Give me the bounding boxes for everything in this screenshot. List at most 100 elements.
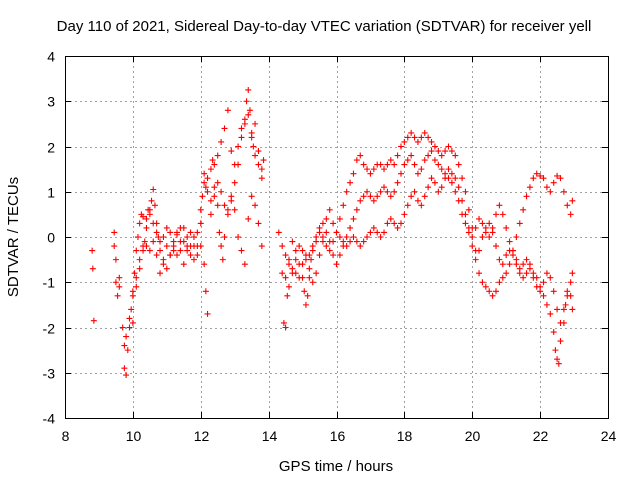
data-point [516, 220, 523, 227]
data-point [330, 220, 337, 227]
chart-title: Day 110 of 2021, Sidereal Day-to-day VTE… [57, 18, 592, 35]
data-point [308, 256, 315, 263]
data-point [163, 243, 170, 250]
data-point [211, 184, 218, 191]
data-point [151, 202, 158, 209]
data-point [411, 188, 418, 195]
data-point [425, 184, 432, 191]
data-point [428, 175, 435, 182]
data-point [285, 283, 292, 290]
data-point [323, 243, 330, 250]
data-point [197, 220, 204, 227]
data-point [476, 215, 483, 222]
data-point [343, 234, 350, 240]
data-point [243, 98, 250, 105]
data-point [408, 193, 415, 200]
data-point [357, 243, 364, 250]
data-point [391, 220, 398, 227]
data-point [377, 161, 384, 168]
x-axis-label: GPS time / hours [279, 458, 393, 475]
data-point [133, 283, 140, 290]
data-point [374, 229, 381, 236]
data-point [126, 324, 133, 331]
data-point [292, 247, 299, 254]
data-point [397, 220, 404, 227]
data-point [160, 256, 167, 263]
data-point [513, 261, 520, 268]
data-point [289, 270, 296, 277]
data-point [131, 270, 138, 277]
x-tick-label: 22 [533, 428, 549, 444]
data-point [306, 252, 313, 259]
data-point [316, 224, 323, 231]
data-point [143, 224, 150, 231]
data-point [347, 238, 354, 245]
data-point [513, 234, 520, 240]
data-point [462, 220, 469, 227]
data-point [496, 202, 503, 209]
data-point [153, 252, 160, 259]
data-point [401, 211, 408, 218]
data-point [218, 138, 225, 145]
data-point [121, 342, 128, 349]
y-tick-label: 0 [47, 230, 55, 246]
data-point [133, 247, 140, 254]
data-point [228, 148, 235, 155]
data-point [302, 301, 309, 308]
data-point [384, 188, 391, 195]
data-point [187, 243, 194, 250]
data-point [493, 288, 500, 295]
data-point [140, 243, 147, 250]
data-point [530, 274, 537, 281]
data-point [384, 220, 391, 227]
data-point [304, 292, 311, 299]
data-point [493, 211, 500, 218]
data-point [133, 274, 140, 281]
data-point [306, 274, 313, 281]
data-point [523, 256, 530, 263]
data-point [143, 215, 150, 222]
data-point [425, 152, 432, 159]
data-point [284, 292, 291, 299]
data-point [150, 220, 157, 227]
data-point [408, 129, 415, 136]
series-track-c [129, 107, 576, 326]
data-point [550, 329, 557, 336]
data-point [207, 211, 214, 218]
data-point [567, 279, 574, 286]
data-point [387, 193, 394, 200]
data-point [224, 107, 231, 114]
data-point [221, 202, 228, 209]
data-point [465, 206, 472, 213]
y-tick-label: -1 [43, 275, 56, 291]
data-point [336, 252, 343, 259]
data-point [370, 166, 377, 173]
data-point [136, 265, 143, 272]
data-point [134, 234, 141, 240]
data-point [503, 270, 510, 277]
data-point [336, 215, 343, 222]
series-track-a [89, 86, 576, 379]
data-point [367, 229, 374, 236]
data-points [89, 86, 576, 379]
data-point [459, 197, 466, 204]
data-point [547, 188, 554, 195]
data-point [252, 120, 259, 127]
data-point [112, 279, 119, 286]
data-point [364, 188, 371, 195]
data-point [560, 188, 567, 195]
y-tick-label: 1 [47, 185, 55, 201]
data-point [472, 256, 479, 263]
data-point [381, 184, 388, 191]
data-point [224, 211, 231, 218]
data-point [431, 157, 438, 164]
data-point [207, 197, 214, 204]
data-point [442, 148, 449, 155]
data-point [506, 238, 513, 245]
data-point [353, 206, 360, 213]
data-point [499, 211, 506, 218]
data-point [190, 234, 197, 240]
data-point [543, 270, 550, 277]
data-point [306, 265, 313, 272]
data-point [238, 125, 245, 132]
